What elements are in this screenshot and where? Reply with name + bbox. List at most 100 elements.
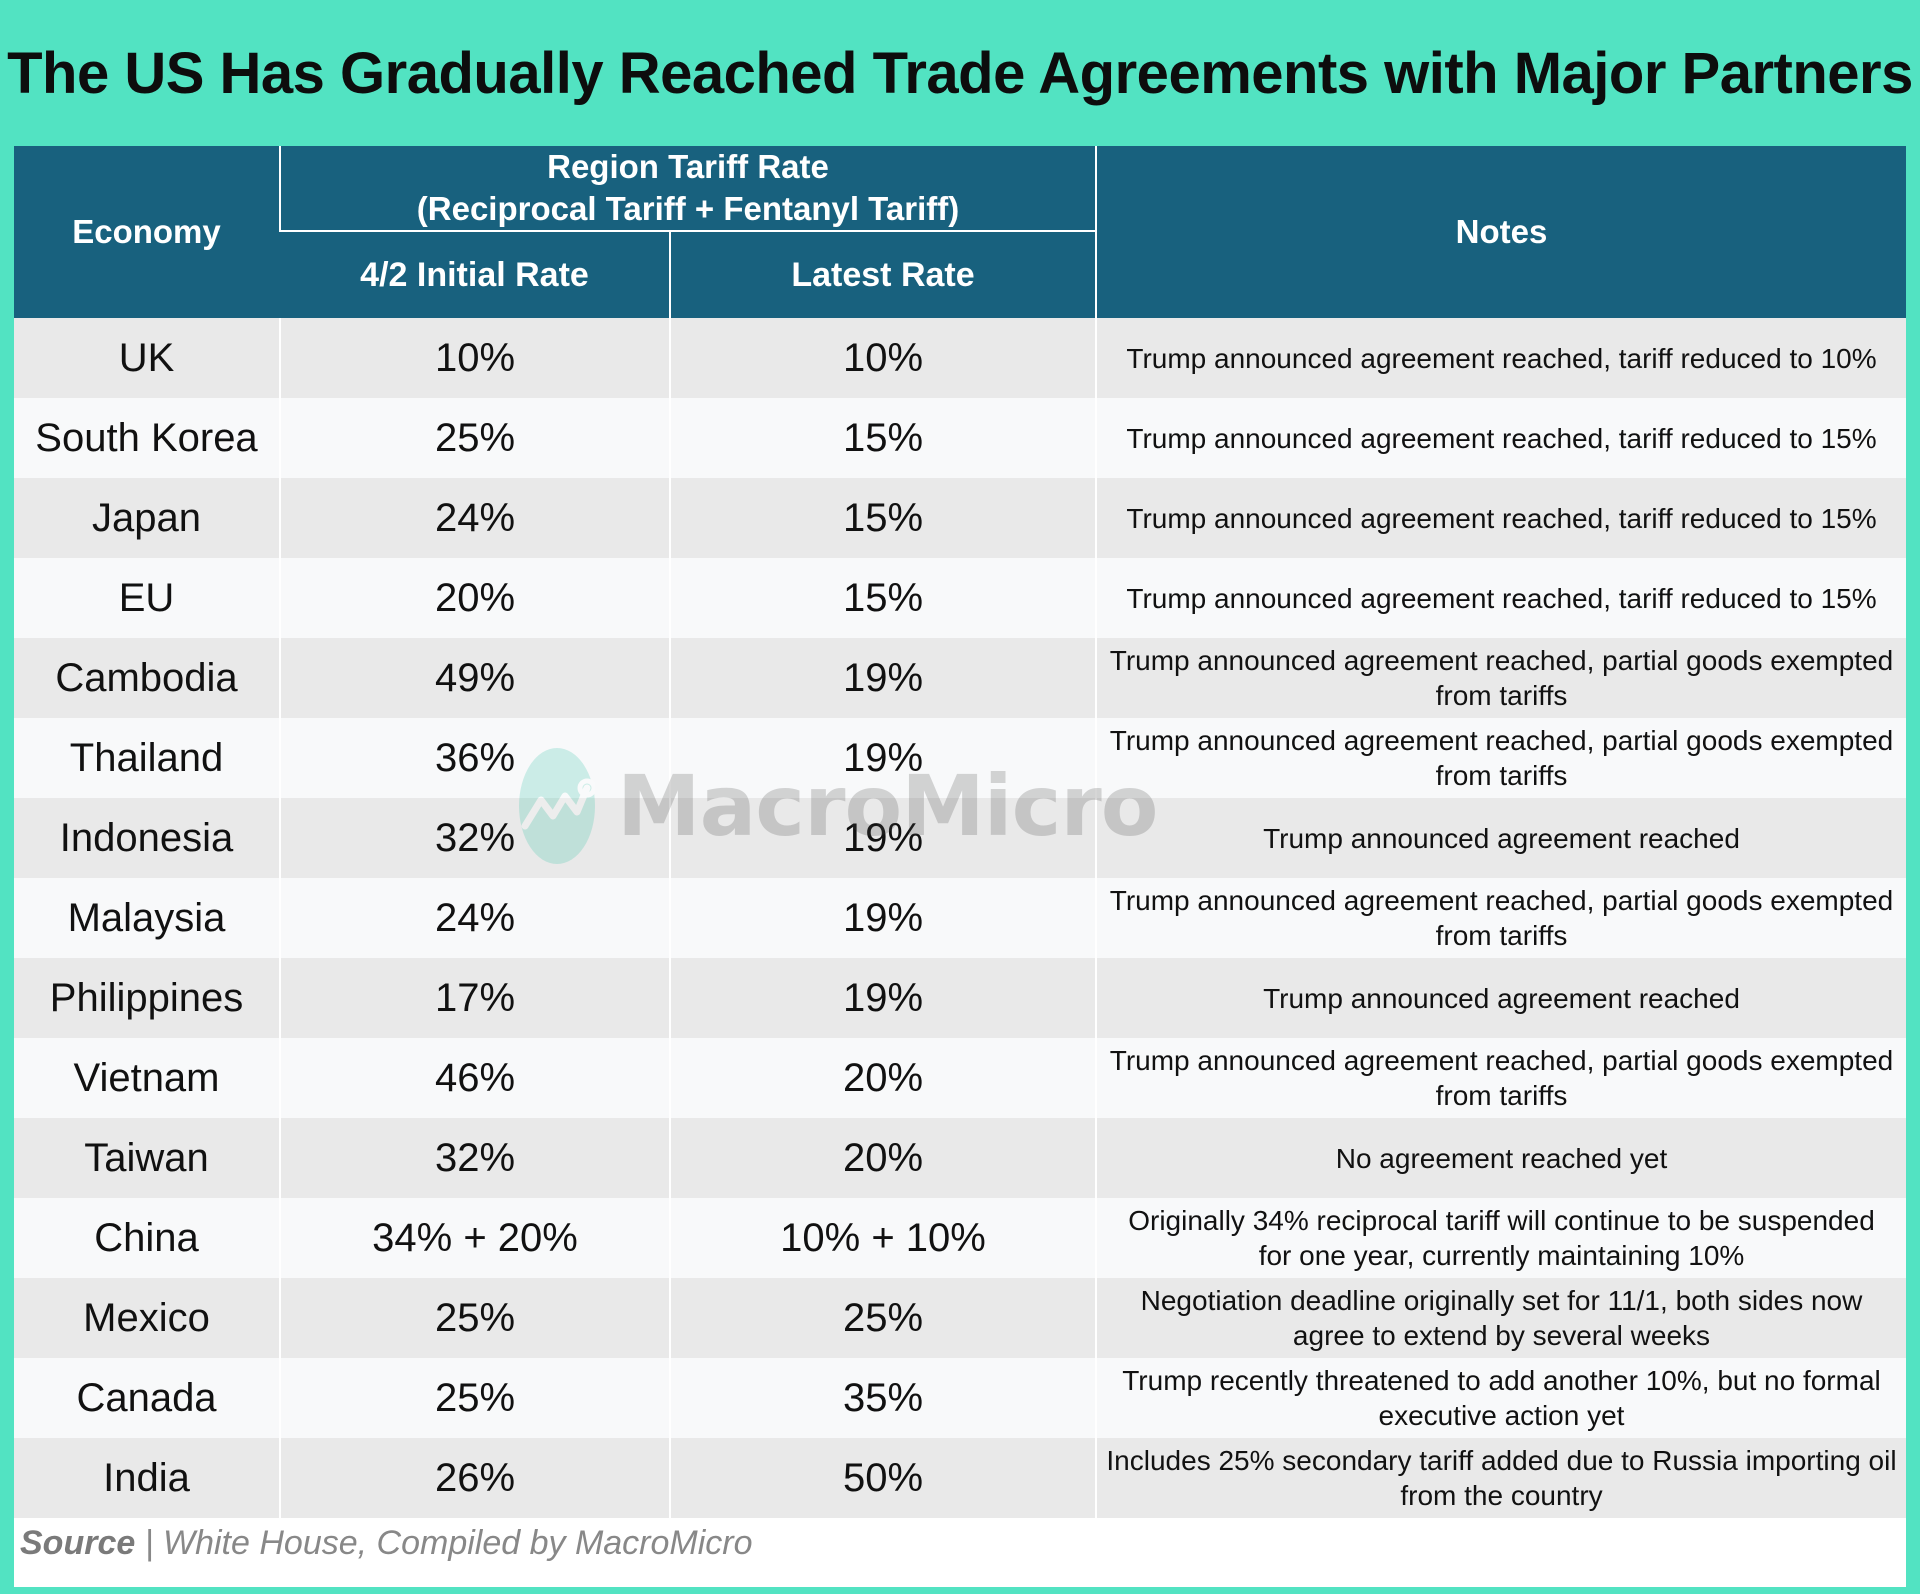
latest-rate-cell: 15% [669, 398, 1096, 478]
notes-cell: Trump announced agreement reached, tarif… [1095, 558, 1906, 638]
header-latest-rate: Latest Rate [669, 231, 1096, 318]
latest-rate-cell: 20% [669, 1038, 1096, 1118]
note-line-2: from tariffs [1435, 920, 1568, 951]
latest-rate-cell: 10% + 10% [669, 1198, 1096, 1278]
economy-cell: China [14, 1198, 280, 1278]
initial-rate-cell: 25% [279, 1358, 670, 1438]
note-line-1: Trump announced agreement reached, parti… [1109, 885, 1894, 916]
table-row: China 34% + 20% 10% + 10% Originally 34% re… [14, 1198, 1906, 1278]
table-row: Japan 24% 15% Trump announced agreement rea… [14, 478, 1906, 558]
note-line-1: Trump recently threatened to add another… [1122, 1365, 1881, 1396]
note-line-1: Trump announced agreement reached, tarif… [1126, 502, 1877, 534]
source-text: White House, Compiled by MacroMicro [163, 1524, 753, 1562]
notes-cell: No agreement reached yet [1095, 1118, 1906, 1198]
table-row: Cambodia 49% 19% Trump announced agreement … [14, 638, 1906, 718]
table-row: Malaysia 24% 19% Trump announced agreement … [14, 878, 1906, 958]
table-row: Taiwan 32% 20% No agreement reached yet [14, 1118, 1906, 1198]
header-group-line2: (Reciprocal Tariff + Fentanyl Tariff) [416, 190, 960, 227]
note-line-1: Originally 34% reciprocal tariff will co… [1128, 1205, 1875, 1236]
note-line-2: from tariffs [1435, 680, 1568, 711]
table-row: EU 20% 15% Trump announced agreement reache… [14, 558, 1906, 638]
latest-rate-cell: 20% [669, 1118, 1096, 1198]
table-row: Thailand 36% 19% Trump announced agreement … [14, 718, 1906, 798]
initial-rate-cell: 24% [279, 878, 670, 958]
initial-rate-cell: 26% [279, 1438, 670, 1518]
initial-rate-cell: 32% [279, 1118, 670, 1198]
table-row: UK 10% 10% Trump announced agreement reache… [14, 318, 1906, 398]
initial-rate-cell: 20% [279, 558, 670, 638]
initial-rate-cell: 46% [279, 1038, 670, 1118]
note-line-1: Trump announced agreement reached, tarif… [1126, 342, 1877, 374]
table-row: Canada 25% 35% Trump recently threatened to… [14, 1358, 1906, 1438]
note-line-1: Trump announced agreement reached [1263, 982, 1740, 1014]
latest-rate-cell: 50% [669, 1438, 1096, 1518]
table-row: Indonesia 32% 19% Trump announced agreement… [14, 798, 1906, 878]
initial-rate-cell: 36% [279, 718, 670, 798]
note-line-1: Trump announced agreement reached, tarif… [1126, 422, 1877, 454]
tariff-table: Economy Region Tariff Rate (Reciprocal T… [14, 146, 1906, 1518]
economy-cell: Thailand [14, 718, 280, 798]
notes-cell: Trump announced agreement reached [1095, 798, 1906, 878]
note-line-1: Includes 25% secondary tariff added due … [1106, 1445, 1897, 1476]
economy-cell: Mexico [14, 1278, 280, 1358]
notes-cell: Trump announced agreement reached [1095, 958, 1906, 1038]
economy-cell: Canada [14, 1358, 280, 1438]
economy-cell: Japan [14, 478, 280, 558]
note-line-1: Trump announced agreement reached [1263, 822, 1740, 854]
header-economy: Economy [14, 146, 280, 318]
latest-rate-cell: 25% [669, 1278, 1096, 1358]
notes-cell: Trump announced agreement reached, tarif… [1095, 398, 1906, 478]
economy-cell: Vietnam [14, 1038, 280, 1118]
notes-cell: Negotiation deadline originally set for … [1095, 1278, 1906, 1358]
note-line-2: executive action yet [1378, 1400, 1625, 1431]
latest-rate-cell: 15% [669, 478, 1096, 558]
table-row: Philippines 17% 19% Trump announced agreeme… [14, 958, 1906, 1038]
table-row: Vietnam 46% 20% Trump announced agreement r… [14, 1038, 1906, 1118]
economy-cell: UK [14, 318, 280, 398]
initial-rate-cell: 17% [279, 958, 670, 1038]
table-row: Mexico 25% 25% Negotiation deadline origina… [14, 1278, 1906, 1358]
notes-cell: Includes 25% secondary tariff added due … [1095, 1438, 1906, 1518]
initial-rate-cell: 34% + 20% [279, 1198, 670, 1278]
notes-cell: Trump announced agreement reached, tarif… [1095, 318, 1906, 398]
note-line-1: Negotiation deadline originally set for … [1140, 1285, 1863, 1316]
economy-cell: Cambodia [14, 638, 280, 718]
note-line-1: Trump announced agreement reached, tarif… [1126, 582, 1877, 614]
initial-rate-cell: 25% [279, 1278, 670, 1358]
notes-cell: Trump announced agreement reached, parti… [1095, 718, 1906, 798]
latest-rate-cell: 19% [669, 718, 1096, 798]
notes-cell: Trump announced agreement reached, parti… [1095, 878, 1906, 958]
initial-rate-cell: 32% [279, 798, 670, 878]
table-body: UK 10% 10% Trump announced agreement reache… [14, 318, 1906, 1518]
note-line-1: Trump announced agreement reached, parti… [1109, 725, 1894, 756]
notes-cell: Trump recently threatened to add another… [1095, 1358, 1906, 1438]
economy-cell: South Korea [14, 398, 280, 478]
notes-cell: Originally 34% reciprocal tariff will co… [1095, 1198, 1906, 1278]
source-separator: | [135, 1524, 163, 1562]
economy-cell: Taiwan [14, 1118, 280, 1198]
header-notes: Notes [1095, 146, 1906, 318]
economy-cell: Malaysia [14, 878, 280, 958]
note-line-2: from tariffs [1435, 760, 1568, 791]
table-row: South Korea 25% 15% Trump announced agreeme… [14, 398, 1906, 478]
economy-cell: Indonesia [14, 798, 280, 878]
initial-rate-cell: 24% [279, 478, 670, 558]
tariff-table-card: Economy Region Tariff Rate (Reciprocal T… [14, 146, 1906, 1587]
source-label: Source [20, 1524, 136, 1562]
header-initial-rate: 4/2 Initial Rate [280, 231, 670, 318]
latest-rate-cell: 19% [669, 878, 1096, 958]
initial-rate-cell: 10% [279, 318, 670, 398]
note-line-2: for one year, currently maintaining 10% [1258, 1240, 1745, 1271]
latest-rate-cell: 15% [669, 558, 1096, 638]
source-line: Source | White House, Compiled by MacroM… [20, 1524, 753, 1563]
notes-cell: Trump announced agreement reached, tarif… [1095, 478, 1906, 558]
note-line-1: Trump announced agreement reached, parti… [1109, 645, 1894, 676]
latest-rate-cell: 19% [669, 958, 1096, 1038]
economy-cell: EU [14, 558, 280, 638]
table-header: Economy Region Tariff Rate (Reciprocal T… [14, 146, 1906, 318]
notes-cell: Trump announced agreement reached, parti… [1095, 1038, 1906, 1118]
note-line-2: agree to extend by several weeks [1292, 1320, 1711, 1351]
latest-rate-cell: 10% [669, 318, 1096, 398]
economy-cell: Philippines [14, 958, 280, 1038]
page-title: The US Has Gradually Reached Trade Agree… [7, 40, 1913, 106]
